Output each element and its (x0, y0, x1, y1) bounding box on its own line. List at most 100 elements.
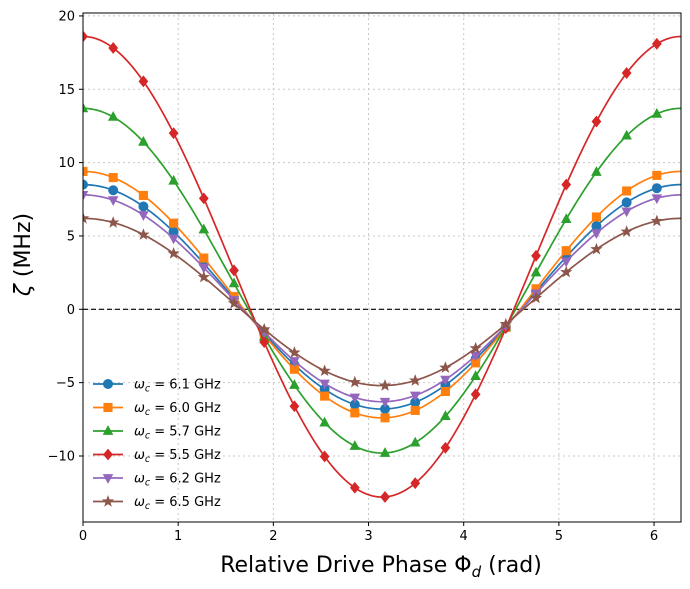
y-tick-label: −5 (56, 376, 75, 391)
data-point (590, 242, 603, 255)
data-point (561, 246, 571, 256)
legend-label-subscript: c (145, 454, 151, 465)
data-point (168, 127, 179, 140)
legend-label: ωc = 6.5 GHz (134, 495, 221, 512)
legend-label-symbol: ω (134, 401, 145, 416)
data-point (198, 223, 210, 234)
legend-label-subscript: c (145, 501, 151, 512)
data-point (560, 257, 572, 268)
legend-swatch-marker (102, 425, 114, 435)
data-point (168, 234, 179, 245)
data-point (83, 30, 88, 43)
data-point (531, 249, 541, 262)
data-point (319, 416, 330, 427)
legend-item: ωc = 5.5 GHz (93, 448, 221, 465)
data-point (470, 351, 481, 362)
data-point (470, 370, 481, 381)
x-tick-label: 6 (650, 529, 658, 544)
data-point (621, 67, 632, 79)
data-point (379, 397, 391, 408)
data-point (560, 213, 572, 224)
data-point (470, 388, 481, 401)
legend-item: ωc = 6.1 GHz (93, 378, 221, 395)
x-tick-label: 2 (269, 529, 277, 544)
y-axis-label-symbol: ζ (11, 277, 36, 297)
legend-label-symbol: ω (134, 448, 145, 463)
data-point (651, 194, 663, 205)
data-point (380, 413, 390, 423)
data-point (621, 207, 632, 218)
x-tick-label: 1 (174, 529, 182, 544)
data-point (138, 201, 149, 212)
legend-swatch-marker (103, 448, 113, 461)
data-point (83, 191, 89, 201)
data-point (229, 264, 239, 277)
legend-swatch-marker (102, 474, 114, 484)
legend-label-value: = 6.5 GHz (150, 495, 221, 510)
legend-label-value: = 6.2 GHz (150, 472, 221, 487)
legend-label-symbol: ω (134, 495, 145, 510)
legend-label-subscript: c (145, 431, 151, 442)
legend-label-value: = 6.0 GHz (150, 401, 221, 416)
data-point (409, 391, 421, 402)
data-point (621, 197, 632, 208)
data-point (349, 481, 360, 494)
x-tick-label: 5 (555, 529, 563, 544)
data-point (167, 247, 180, 259)
plot-series (83, 30, 681, 503)
data-point (378, 379, 392, 391)
axis-ticks: 0 1 2 3 4 5 6 −10 −5 0 5 10 15 20 (48, 9, 659, 544)
legend-label: ωc = 5.5 GHz (134, 448, 221, 465)
legend-label-value: = 5.7 GHz (150, 425, 221, 440)
x-tick-label: 3 (364, 529, 372, 544)
data-point (138, 75, 149, 88)
data-point (621, 129, 632, 140)
legend-label-symbol: ω (134, 472, 145, 487)
data-point (591, 166, 602, 176)
x-axis-label-subscript: d (472, 563, 482, 581)
data-point (440, 375, 451, 386)
data-point (560, 265, 573, 278)
data-point (350, 408, 360, 418)
y-tick-label: 10 (58, 156, 75, 171)
legend-label-value: = 5.5 GHz (150, 448, 221, 463)
data-point (410, 477, 421, 490)
data-point (379, 447, 391, 457)
x-axis-label-text: Relative Drive Phase (220, 553, 454, 578)
legend-label-value: = 6.1 GHz (150, 378, 221, 393)
y-tick-label: 15 (58, 83, 75, 98)
data-point (651, 107, 663, 118)
legend-item: ωc = 5.7 GHz (93, 425, 221, 442)
data-point (591, 212, 601, 222)
data-point (168, 174, 179, 185)
data-point (561, 178, 572, 191)
legend-label-symbol: ω (134, 378, 145, 393)
x-axis-label: Relative Drive Phase Φd (rad) (220, 553, 542, 581)
data-point (138, 190, 148, 200)
data-point (138, 211, 149, 221)
data-point (620, 225, 633, 237)
legend-swatch-marker (101, 495, 115, 507)
data-point (107, 111, 119, 121)
data-point (319, 379, 330, 390)
data-point (259, 336, 270, 349)
data-point (289, 379, 300, 389)
legend-label: ωc = 5.7 GHz (134, 425, 221, 442)
data-point (199, 253, 209, 263)
x-axis-label-symbol: Φ (454, 553, 471, 578)
data-point (258, 322, 271, 335)
data-point (137, 228, 150, 240)
data-point (107, 196, 119, 206)
data-point (319, 450, 330, 463)
legend-label-subscript: c (145, 478, 151, 489)
y-tick-label: −10 (48, 449, 75, 464)
data-point (440, 410, 451, 421)
data-point (380, 491, 390, 503)
x-tick-label: 4 (460, 529, 468, 544)
data-point (440, 441, 451, 454)
y-tick-label: 5 (67, 229, 75, 244)
data-point (227, 296, 241, 309)
legend-label: ωc = 6.0 GHz (134, 401, 221, 418)
data-point (409, 374, 422, 386)
